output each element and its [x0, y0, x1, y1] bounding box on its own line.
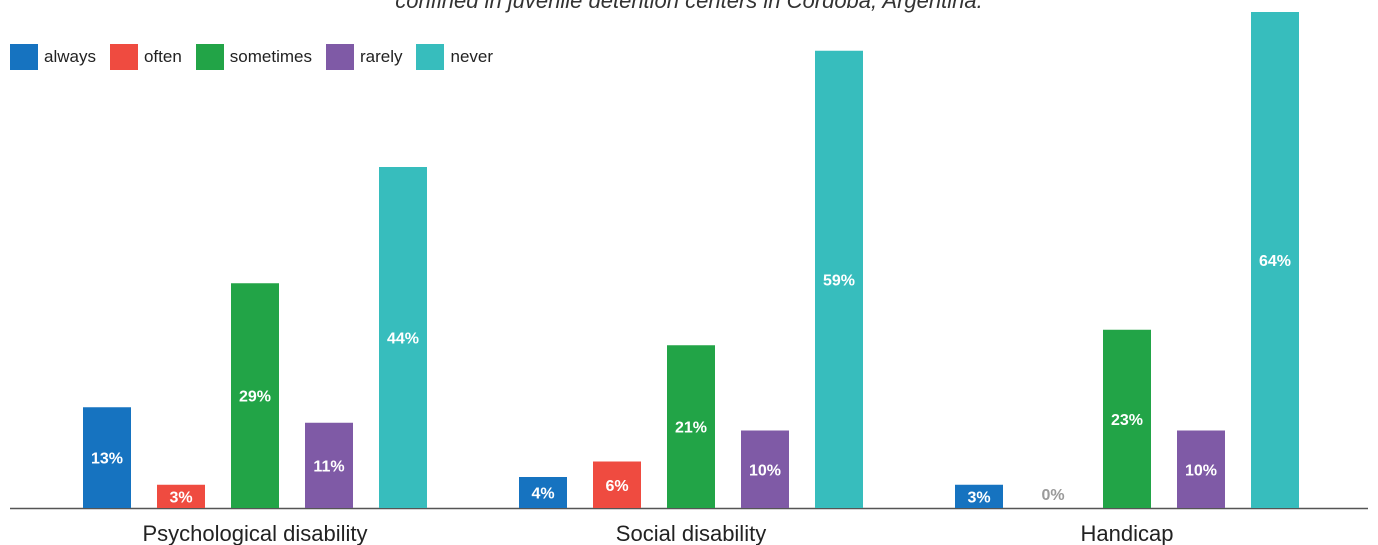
legend-swatch-never: [416, 44, 445, 70]
legend-swatch-always: [10, 44, 38, 70]
data-label-often-1: 6%: [605, 478, 628, 495]
data-label-rarely-2: 10%: [1185, 462, 1217, 479]
data-label-never-2: 64%: [1259, 253, 1291, 270]
legend-label-often: often: [143, 47, 182, 66]
legend-label-sometimes: sometimes: [229, 47, 312, 66]
bar-rarely-1: [741, 430, 789, 508]
legend-item-rarely: rarely: [325, 44, 403, 70]
legend-item-sometimes: sometimes: [195, 44, 312, 70]
data-label-sometimes-2: 23%: [1111, 412, 1143, 429]
bar-rarely-2: [1177, 430, 1225, 508]
data-label-never-1: 59%: [823, 272, 855, 289]
data-label-sometimes-1: 21%: [675, 420, 707, 437]
data-label-always-1: 4%: [531, 486, 554, 503]
legend-label-never: never: [450, 47, 494, 66]
data-label-never-0: 44%: [387, 331, 419, 348]
data-label-always-2: 3%: [967, 489, 990, 506]
bar-never-1: [815, 50, 863, 508]
chart-title: confined in juvenile detention centers i…: [395, 0, 983, 13]
legend: always often sometimes rarely never: [10, 44, 507, 70]
bar-sometimes-0: [231, 283, 279, 508]
bar-never-2: [1251, 12, 1299, 508]
bar-sometimes-2: [1103, 329, 1151, 508]
data-label-always-0: 13%: [91, 451, 123, 468]
category-label-0: Psychological disability: [143, 521, 368, 545]
data-label-rarely-0: 11%: [313, 458, 344, 475]
bar-often-1: [593, 461, 641, 508]
legend-swatch-often: [109, 44, 138, 70]
category-label-1: Social disability: [616, 521, 766, 545]
bar-never-0: [379, 167, 427, 508]
data-label-often-2: 0%: [1041, 487, 1064, 504]
data-label-often-0: 3%: [169, 489, 192, 506]
data-label-sometimes-0: 29%: [239, 389, 271, 406]
bar-sometimes-1: [667, 345, 715, 508]
legend-swatch-sometimes: [195, 44, 224, 70]
legend-swatch-rarely: [325, 44, 354, 70]
data-label-rarely-1: 10%: [749, 462, 781, 479]
category-label-2: Handicap: [1081, 521, 1174, 545]
bar-rarely-0: [305, 422, 353, 508]
bar-often-0: [157, 484, 205, 508]
legend-item-always: always: [10, 44, 96, 70]
bar-always-0: [83, 407, 131, 508]
legend-label-rarely: rarely: [359, 47, 403, 66]
legend-item-never: never: [416, 44, 493, 70]
bar-always-2: [955, 484, 1003, 508]
legend-label-always: always: [44, 47, 96, 66]
bar-always-1: [519, 477, 567, 508]
legend-item-often: often: [109, 44, 182, 70]
